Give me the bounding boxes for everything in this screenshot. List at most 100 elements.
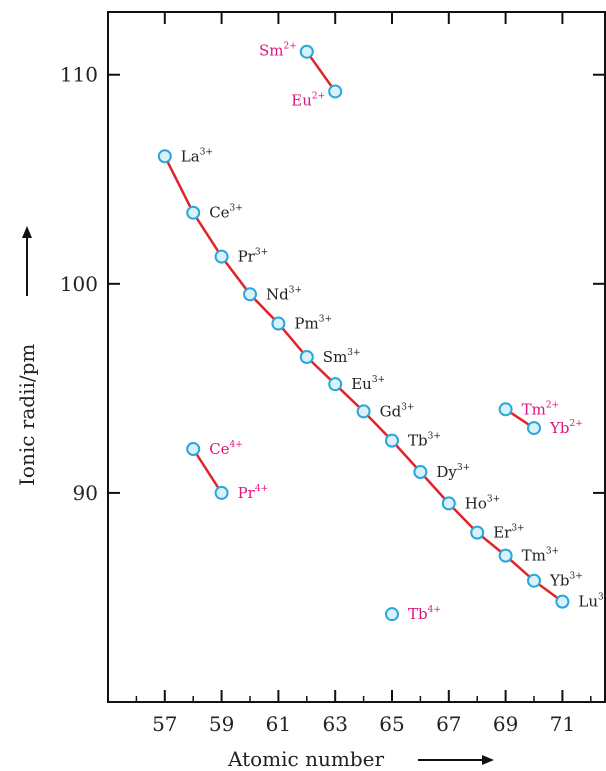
point-label: Pr4+ <box>238 484 269 502</box>
ion-charge: 3+ <box>372 375 385 385</box>
ion-charge: 3+ <box>289 285 302 295</box>
data-point-eu-3plus <box>328 377 343 392</box>
data-point-gd-3plus <box>356 404 371 419</box>
ion-symbol: Pr <box>238 248 256 266</box>
data-point-pm-3plus <box>271 316 286 331</box>
data-point-ce-4plus <box>186 442 201 456</box>
point-label: Lu3+ <box>578 593 606 611</box>
ion-symbol: Nd <box>266 285 289 303</box>
ion-charge: 3+ <box>319 315 332 325</box>
x-tick-label: 67 <box>436 712 461 736</box>
y-tick-label: 90 <box>73 481 98 505</box>
ion-charge: 3+ <box>457 463 470 473</box>
ion-charge: 4+ <box>428 605 441 615</box>
point-label: Pr3+ <box>238 248 269 266</box>
ion-charge: 3+ <box>546 547 559 557</box>
point-label: Sm2+ <box>259 42 297 60</box>
data-points <box>157 44 570 622</box>
data-point-ho-3plus <box>441 496 456 511</box>
point-label: Sm3+ <box>323 348 361 366</box>
data-point-tm-3plus <box>498 548 513 563</box>
y-axis-label: Ionic radii/pm <box>15 344 39 486</box>
data-point-eu-2plus <box>328 84 343 99</box>
ion-charge: 3+ <box>428 432 441 442</box>
point-label: Nd3+ <box>266 285 302 303</box>
point-label: Ho3+ <box>465 494 500 512</box>
data-point-yb-3plus <box>527 573 541 588</box>
ion-symbol: Gd <box>380 402 402 420</box>
point-label: Er3+ <box>493 524 524 542</box>
ion-charge: 3+ <box>200 147 213 157</box>
y-tick-label: 100 <box>60 272 98 296</box>
ion-symbol: Tm <box>522 400 546 418</box>
x-tick-label: 69 <box>493 712 518 736</box>
ion-charge: 4+ <box>255 484 268 494</box>
x-tick-label: 65 <box>379 712 404 736</box>
data-point-er-3plus <box>470 525 485 540</box>
ion-charge: 3+ <box>401 402 414 412</box>
point-labels: La3+Ce3+Pr3+Nd3+Pm3+Sm3+Eu3+Gd3+Tb3+Dy3+… <box>181 42 606 623</box>
ion-charge: 3+ <box>570 572 583 582</box>
point-label: Pm3+ <box>294 315 332 333</box>
point-label: Gd3+ <box>380 402 415 420</box>
data-point-pr-3plus <box>214 249 229 264</box>
y-tick-label: 110 <box>60 63 98 87</box>
data-point-nd-3plus <box>243 287 257 302</box>
axis-ticks: 57 59 61 63 65 67 69 71 90 100 110 <box>60 12 605 736</box>
point-label: Tm2+ <box>522 400 560 418</box>
data-point-lu-3plus <box>555 594 570 609</box>
x-tick-label: 61 <box>266 712 291 736</box>
point-label: Dy3+ <box>436 463 470 481</box>
y-axis-arrow <box>22 226 32 296</box>
series-lines <box>163 50 564 603</box>
plot-frame <box>107 11 606 703</box>
x-axis-label: Atomic number <box>227 747 384 771</box>
point-label: Eu2+ <box>291 91 325 109</box>
ion-symbol: Eu <box>291 91 312 109</box>
ion-charge: 4+ <box>230 440 243 450</box>
ion-charge: 3+ <box>487 494 500 504</box>
x-axis-arrow <box>418 755 494 765</box>
ion-symbol: Ho <box>465 494 487 512</box>
x-tick-label: 63 <box>322 712 347 736</box>
point-label: Tb4+ <box>408 605 441 623</box>
ion-charge: 2+ <box>546 400 559 410</box>
ion-charge: 2+ <box>284 42 297 52</box>
ion-symbol: Pm <box>294 315 318 333</box>
data-point-sm-2plus <box>299 44 314 59</box>
ion-symbol: Yb <box>549 572 570 590</box>
ion-charge: 3+ <box>511 524 524 534</box>
x-tick-label: 57 <box>152 712 177 736</box>
point-label: Yb3+ <box>549 572 583 590</box>
point-label: Ce4+ <box>209 440 243 458</box>
data-point-la-3plus <box>157 149 172 164</box>
point-label: Yb2+ <box>549 419 583 437</box>
ion-charge: 3+ <box>230 204 243 214</box>
ion-symbol: Ce <box>209 204 229 222</box>
data-point-tm-2plus <box>498 402 513 417</box>
ion-symbol: Yb <box>549 419 570 437</box>
ion-charge: 3+ <box>255 248 268 258</box>
ion-symbol: Dy <box>436 463 457 481</box>
x-tick-label: 59 <box>209 712 234 736</box>
ion-symbol: Pr <box>238 484 256 502</box>
ion-charge: 2+ <box>312 91 325 101</box>
series-line-divalent-sm-eu <box>305 50 337 93</box>
data-point-tb-3plus <box>385 433 399 448</box>
ion-charge: 2+ <box>570 419 583 429</box>
ion-symbol: Lu <box>578 593 598 611</box>
ion-symbol: Sm <box>323 348 348 366</box>
ion-symbol: Sm <box>259 42 284 60</box>
x-tick-label: 71 <box>550 712 575 736</box>
data-point-ce-3plus <box>186 205 201 220</box>
point-label: La3+ <box>181 147 213 165</box>
point-label: Ce3+ <box>209 204 243 222</box>
data-point-pr-4plus <box>214 485 229 500</box>
point-label: Eu3+ <box>351 375 385 393</box>
ion-charge: 3+ <box>347 348 360 358</box>
ion-symbol: Tb <box>408 605 428 623</box>
ion-charge: 3+ <box>598 593 606 603</box>
data-point-dy-3plus <box>413 465 428 479</box>
data-point-yb-2plus <box>527 421 541 436</box>
